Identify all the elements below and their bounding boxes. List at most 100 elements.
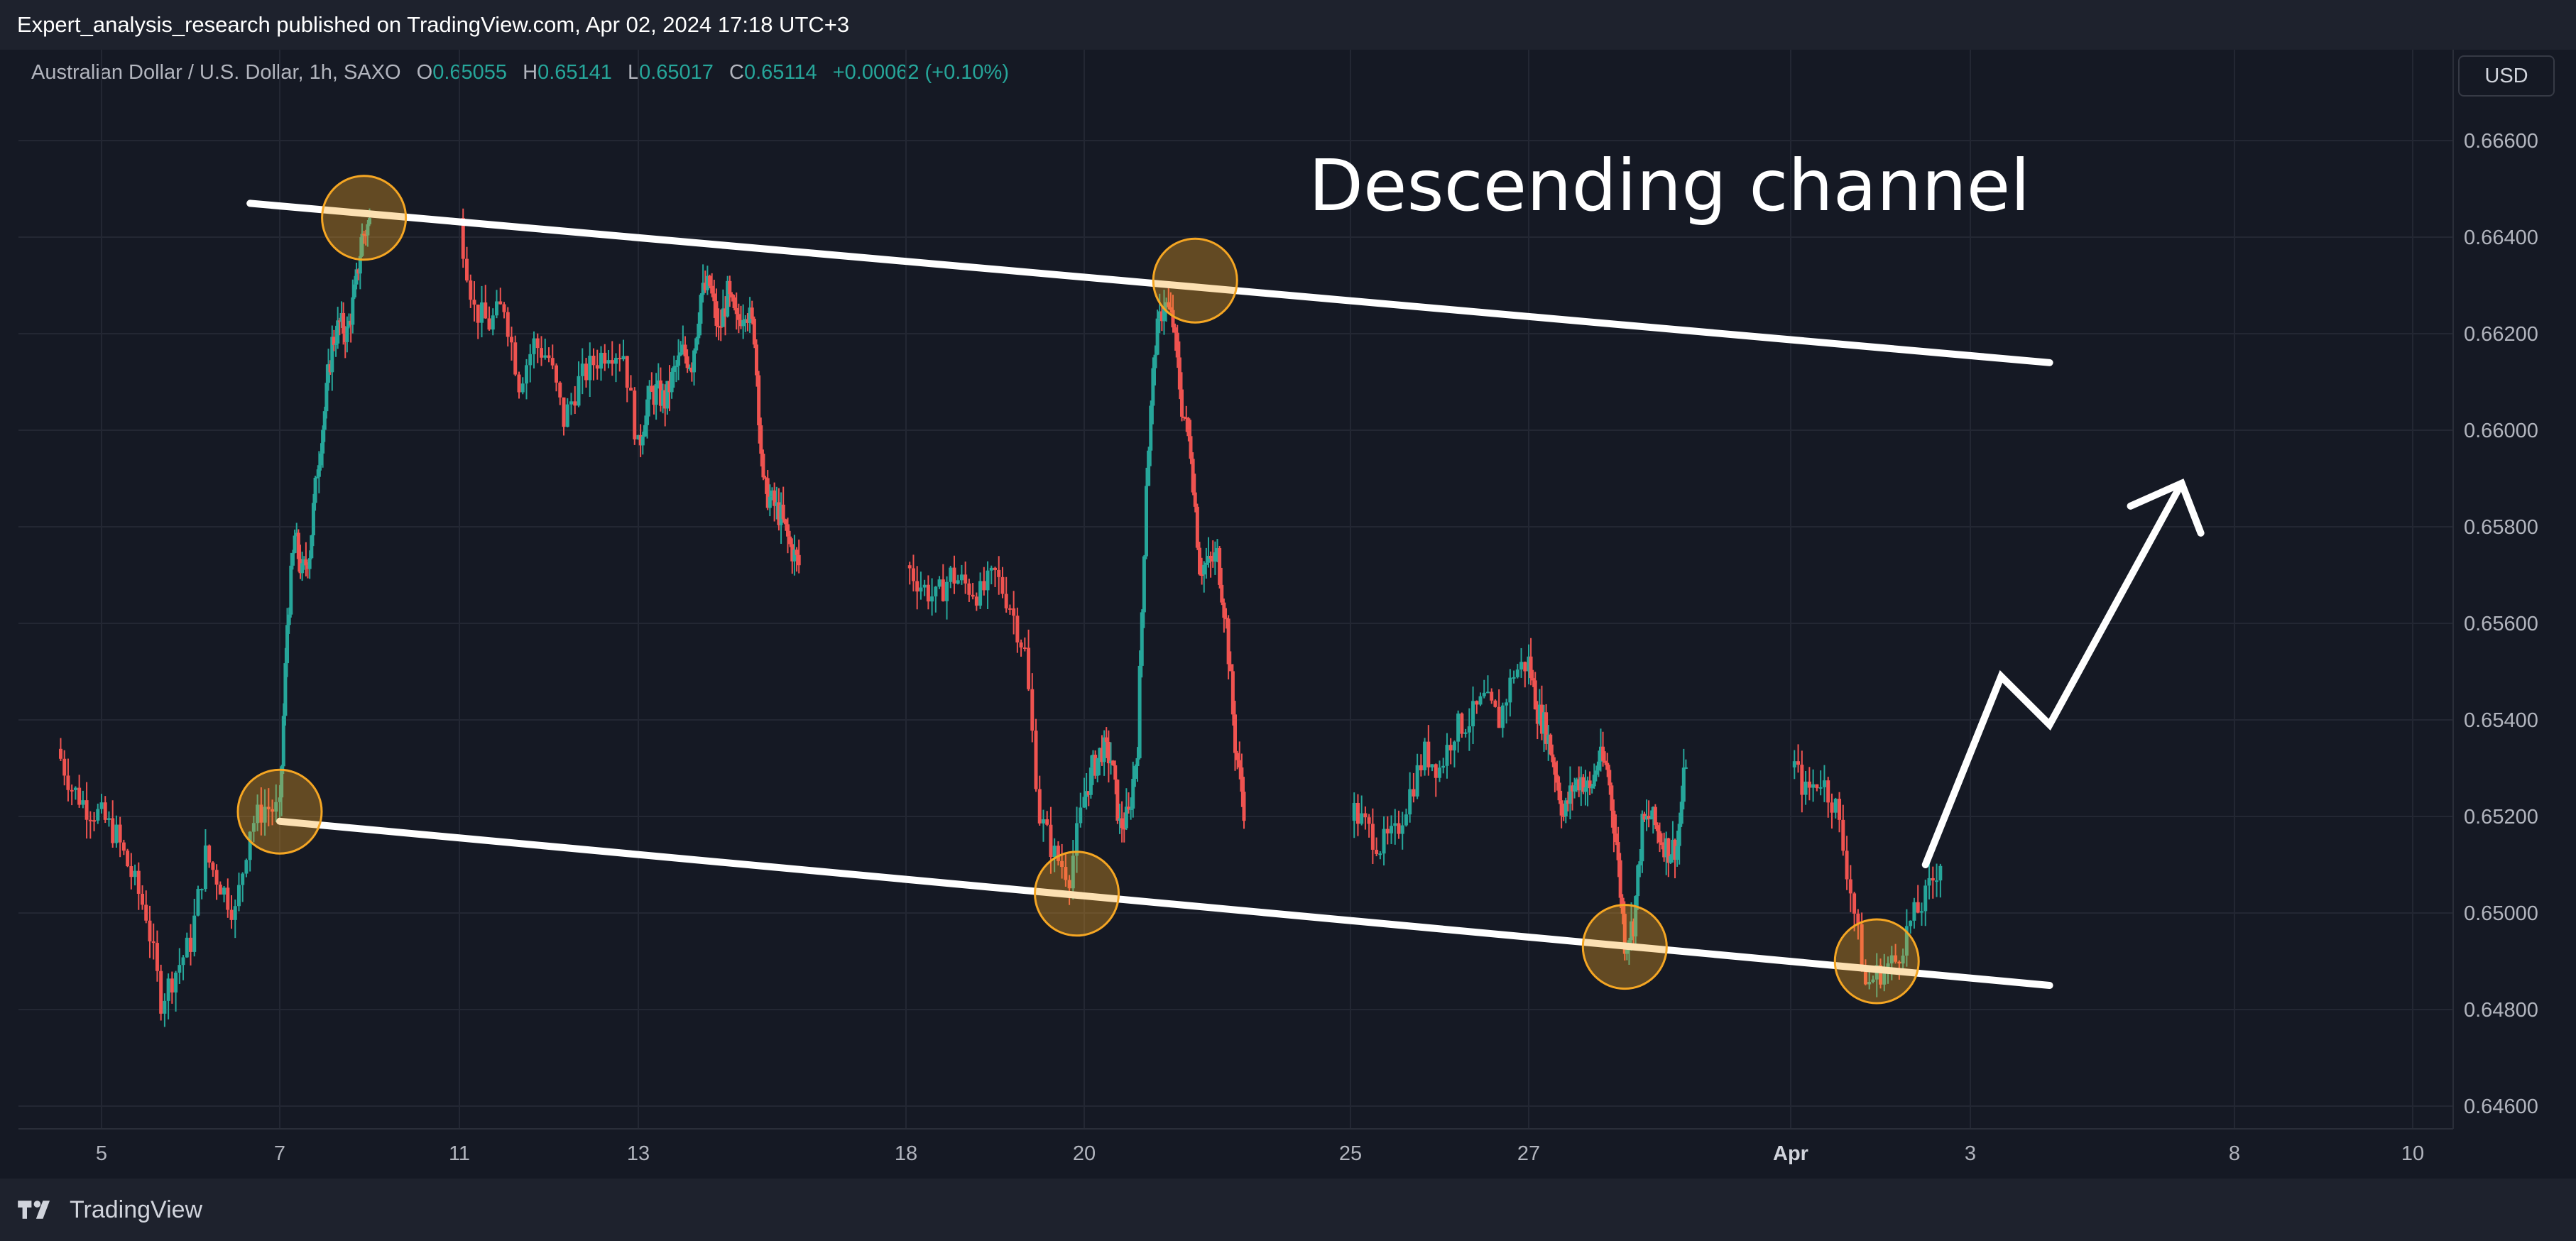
candle-body — [1644, 815, 1649, 820]
candle-body — [1151, 368, 1155, 406]
candle-body — [1867, 982, 1872, 985]
projection-path — [1921, 479, 2185, 868]
candle-body — [1106, 741, 1110, 764]
candle-body — [1879, 965, 1882, 985]
candle-body — [1096, 758, 1100, 776]
price-tick-label: 0.65400 — [2464, 709, 2538, 732]
candle-body — [349, 320, 353, 325]
candle-body — [1581, 777, 1586, 792]
candle-body — [734, 307, 738, 315]
candle-body — [1471, 701, 1475, 727]
candle-body — [1830, 802, 1834, 813]
candle-body — [111, 818, 115, 843]
candle-body — [1577, 779, 1581, 791]
candle-body — [321, 430, 325, 454]
candle-body — [334, 343, 338, 345]
candle-body — [289, 565, 293, 615]
symbol-legend: Australian Dollar / U.S. Dollar, 1h, SAX… — [31, 61, 1009, 84]
candle-body — [469, 280, 473, 300]
candle-body — [701, 283, 705, 295]
candle-body — [1093, 755, 1098, 776]
candle-body — [1124, 807, 1128, 829]
tradingview-brand[interactable]: TradingView — [17, 1193, 202, 1227]
candle-body — [732, 297, 736, 308]
candle-body — [229, 909, 234, 920]
candle-body — [1601, 746, 1605, 761]
candle-body — [1566, 800, 1570, 804]
candle-body — [307, 558, 312, 569]
candle-body — [708, 275, 712, 286]
time-tick-label: 25 — [1339, 1142, 1362, 1165]
candle-body — [1605, 762, 1610, 770]
candle-body — [1147, 450, 1151, 486]
candle-body — [1235, 753, 1240, 760]
candle-body — [1022, 647, 1027, 650]
candle-body — [62, 758, 67, 776]
candle-body — [795, 550, 799, 555]
candle-body — [1202, 564, 1206, 575]
candle-body — [974, 596, 978, 606]
candle-body — [296, 532, 300, 559]
legend-low-label: L — [627, 61, 640, 84]
candle-body — [736, 314, 741, 320]
candle-body — [1505, 702, 1509, 706]
candle-body — [266, 807, 271, 809]
candle-body — [1535, 709, 1539, 724]
candle-body — [949, 567, 953, 582]
candle-body — [1149, 405, 1153, 451]
candle-body — [730, 294, 734, 297]
legend-open-label: O — [416, 61, 433, 84]
candle-body — [1238, 760, 1242, 767]
candle-body — [133, 870, 137, 878]
candle-body — [1129, 808, 1133, 810]
time-axis[interactable]: 5 7 11 13 18 20 25 27 Apr 3 8 10 — [96, 1142, 2424, 1165]
candle-body — [1145, 486, 1148, 557]
candle-body — [573, 401, 577, 406]
candle-body — [1553, 762, 1557, 775]
candle-body — [1216, 547, 1219, 552]
candle-body — [621, 356, 626, 360]
candle-body — [520, 383, 525, 393]
candle-body — [1213, 552, 1217, 562]
candle-body — [1355, 802, 1360, 824]
candle-body — [1666, 838, 1671, 863]
candle-body — [278, 797, 282, 802]
candle-body — [1592, 775, 1596, 787]
candle-body — [1173, 327, 1177, 333]
candle-body — [1104, 737, 1108, 742]
candle-body — [126, 851, 130, 867]
candle-body — [1508, 677, 1512, 703]
candle-body — [506, 312, 510, 337]
candle-body — [356, 269, 361, 274]
tradingview-logo-icon — [18, 1201, 50, 1219]
candle-body — [495, 301, 498, 316]
candle-body — [364, 234, 368, 236]
legend-symbol[interactable]: Australian Dollar / U.S. Dollar, 1h, SAX… — [31, 61, 401, 84]
candle-body — [58, 748, 62, 759]
candle-body — [155, 943, 159, 971]
candle-body — [964, 574, 968, 584]
candle-body — [562, 397, 566, 427]
candle-body — [317, 465, 321, 477]
candle-body — [1382, 829, 1386, 854]
candle-body — [178, 965, 182, 973]
legend-low-value: 0.65017 — [639, 61, 714, 84]
candle-body — [1660, 842, 1664, 846]
candle-body — [1052, 846, 1057, 858]
candle-body — [1852, 893, 1857, 914]
candle-body — [319, 453, 323, 466]
candle-body — [650, 386, 654, 392]
currency-button[interactable]: USD — [2458, 55, 2555, 97]
candle-body — [136, 870, 141, 894]
price-axis[interactable]: 0.64600 0.64800 0.65000 0.65200 0.65400 0.656… — [2464, 130, 2538, 1118]
candle-body — [1133, 766, 1137, 780]
candle-body — [1434, 764, 1438, 778]
touch-point-circle — [321, 175, 408, 261]
candle-body — [1224, 618, 1228, 620]
candle-body — [584, 363, 588, 381]
candle-body — [81, 800, 85, 805]
time-tick-label: 3 — [1965, 1142, 1976, 1165]
candle-body — [166, 978, 170, 1001]
candle-body — [610, 360, 614, 364]
candle-body — [773, 490, 777, 506]
